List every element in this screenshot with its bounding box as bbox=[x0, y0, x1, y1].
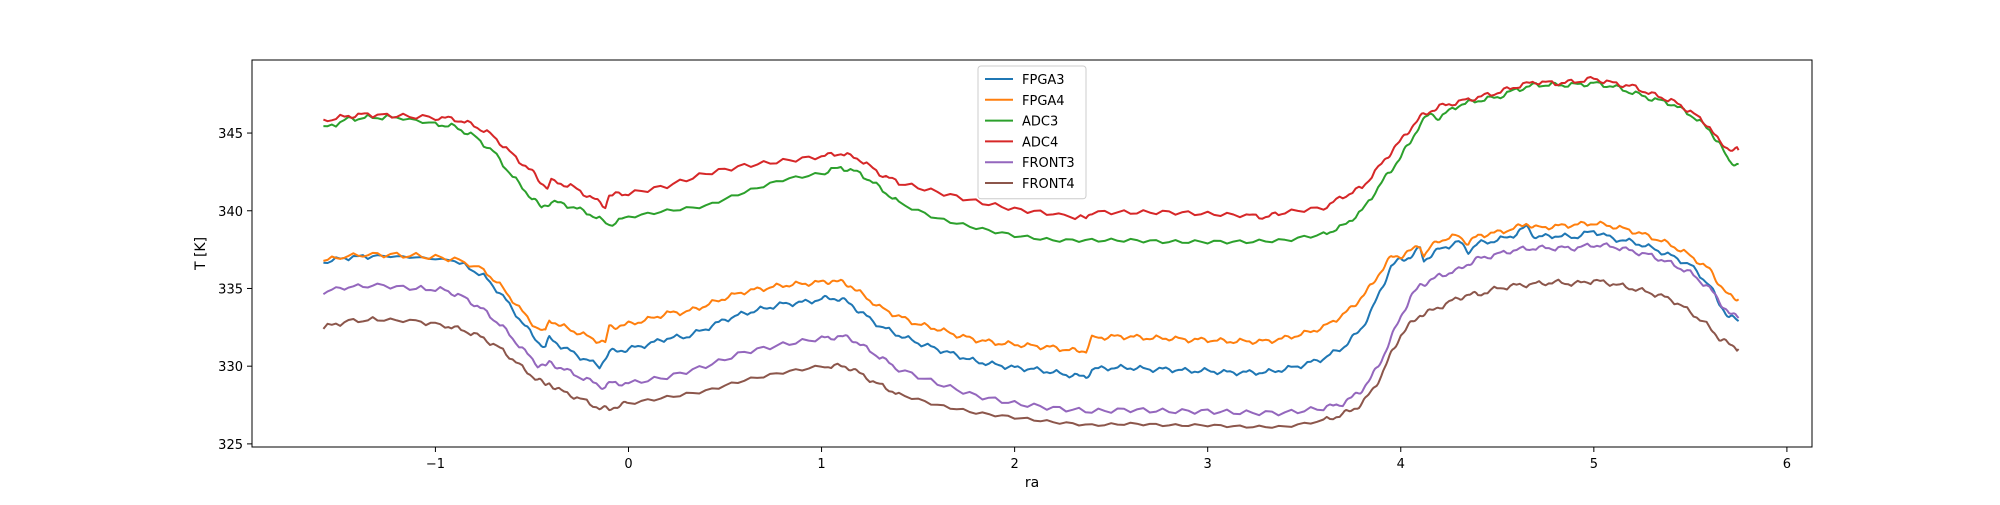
legend-label-adc3: ADC3 bbox=[1022, 115, 1058, 130]
y-tick-label: 330 bbox=[218, 360, 243, 375]
legend-label-fpga3: FPGA3 bbox=[1022, 73, 1065, 88]
chart-figure: −1 0 1 2 3 4 5 6 325 330 335 340 345 ra T [K] FPGA3… bbox=[0, 0, 2000, 500]
y-tick-label: 340 bbox=[218, 205, 243, 220]
x-tick-label: 4 bbox=[1397, 457, 1405, 472]
x-tick-label: 6 bbox=[1783, 457, 1791, 472]
x-axis-label: ra bbox=[1025, 475, 1039, 491]
series-line-fpga3 bbox=[323, 225, 1738, 378]
x-tick-label: 5 bbox=[1590, 457, 1598, 472]
x-tick-label: 1 bbox=[817, 457, 825, 472]
y-tick-label: 345 bbox=[218, 127, 243, 142]
legend-label-fpga4: FPGA4 bbox=[1022, 94, 1065, 109]
y-axis-ticks: 325 330 335 340 345 bbox=[218, 127, 252, 453]
y-tick-label: 325 bbox=[218, 438, 243, 453]
legend-label-front4: FRONT4 bbox=[1022, 177, 1075, 192]
series-line-front3 bbox=[323, 243, 1738, 415]
x-tick-label: −1 bbox=[426, 457, 445, 472]
legend: FPGA3 FPGA4 ADC3 ADC4 FRONT3 FRONT4 bbox=[978, 66, 1086, 199]
x-tick-label: 2 bbox=[1010, 457, 1018, 472]
x-axis-ticks: −1 0 1 2 3 4 5 6 bbox=[426, 447, 1791, 472]
legend-label-front3: FRONT3 bbox=[1022, 156, 1075, 171]
x-tick-label: 3 bbox=[1204, 457, 1212, 472]
legend-label-adc4: ADC4 bbox=[1022, 135, 1058, 150]
x-tick-label: 0 bbox=[624, 457, 632, 472]
y-tick-label: 335 bbox=[218, 282, 243, 297]
y-axis-label: T [K] bbox=[193, 237, 209, 271]
line-chart: −1 0 1 2 3 4 5 6 325330335340345 ra T [K] FPGA3… bbox=[0, 0, 2000, 500]
